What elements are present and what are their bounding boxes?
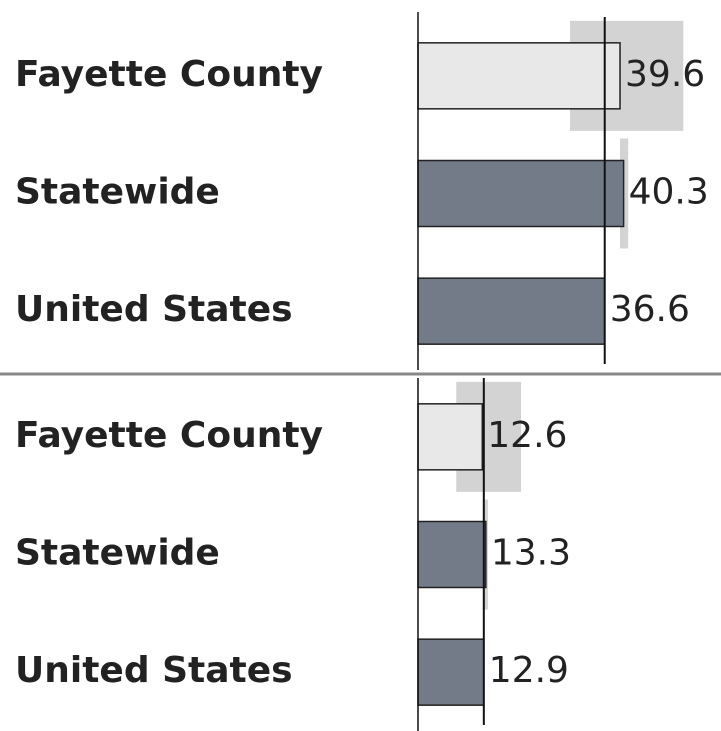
value-label: 13.3 bbox=[491, 533, 571, 574]
value-label: 39.6 bbox=[625, 54, 705, 95]
value-label: 12.6 bbox=[487, 415, 567, 456]
bar bbox=[417, 403, 484, 471]
category-label: United States bbox=[15, 289, 293, 330]
category-label: Fayette County bbox=[15, 415, 323, 456]
category-label: Statewide bbox=[15, 533, 220, 574]
category-label: United States bbox=[15, 650, 293, 691]
bar bbox=[417, 277, 606, 345]
bar bbox=[417, 520, 487, 589]
value-label: 36.6 bbox=[610, 289, 690, 330]
bar bbox=[417, 638, 485, 706]
bar bbox=[417, 159, 625, 228]
category-label: Fayette County bbox=[15, 54, 323, 95]
category-label: Statewide bbox=[15, 172, 220, 213]
bar bbox=[417, 42, 621, 110]
value-label: 12.9 bbox=[489, 650, 569, 691]
value-label: 40.3 bbox=[629, 172, 709, 213]
